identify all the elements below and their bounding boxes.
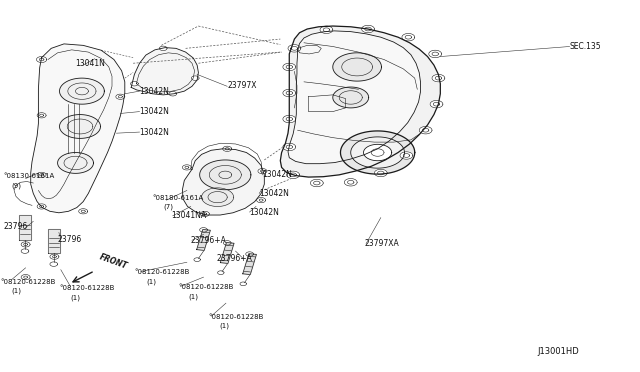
Text: 13042N: 13042N	[140, 87, 170, 96]
Polygon shape	[21, 275, 30, 280]
Polygon shape	[31, 44, 125, 213]
Polygon shape	[283, 89, 296, 97]
Polygon shape	[220, 243, 234, 263]
Polygon shape	[37, 172, 46, 177]
Polygon shape	[364, 144, 392, 161]
Polygon shape	[37, 113, 46, 118]
Polygon shape	[351, 137, 404, 168]
Text: 13042N: 13042N	[140, 107, 170, 116]
Polygon shape	[288, 31, 420, 164]
Polygon shape	[258, 169, 267, 174]
Text: 23796+A: 23796+A	[217, 254, 253, 263]
Text: 13042N: 13042N	[259, 189, 289, 198]
Text: 13041N: 13041N	[76, 59, 106, 68]
Text: (1): (1)	[70, 294, 81, 301]
Polygon shape	[196, 230, 211, 250]
Text: 13042N: 13042N	[262, 170, 292, 179]
Polygon shape	[310, 179, 323, 187]
Polygon shape	[182, 149, 264, 215]
Polygon shape	[218, 271, 224, 275]
Text: °08180-6161A: °08180-6161A	[152, 195, 204, 201]
Text: °08120-61228B: °08120-61228B	[178, 284, 234, 290]
Text: SEC.135: SEC.135	[570, 42, 601, 51]
Polygon shape	[344, 179, 357, 186]
Polygon shape	[60, 115, 100, 138]
Polygon shape	[333, 87, 369, 108]
Polygon shape	[21, 242, 30, 247]
Polygon shape	[36, 57, 47, 62]
Polygon shape	[280, 26, 440, 177]
Polygon shape	[19, 215, 31, 240]
Polygon shape	[182, 165, 191, 170]
Text: (1): (1)	[146, 278, 156, 285]
Text: 13041NA: 13041NA	[172, 211, 207, 220]
Polygon shape	[60, 78, 104, 104]
Text: (1): (1)	[12, 288, 22, 294]
Polygon shape	[402, 33, 415, 41]
Polygon shape	[200, 211, 209, 217]
Polygon shape	[283, 143, 296, 151]
Text: J13001HD: J13001HD	[538, 347, 579, 356]
Polygon shape	[200, 160, 251, 190]
Polygon shape	[79, 209, 88, 214]
Polygon shape	[283, 115, 296, 123]
Polygon shape	[430, 100, 443, 108]
Polygon shape	[159, 46, 167, 51]
Polygon shape	[194, 258, 200, 262]
Text: 23797X: 23797X	[227, 81, 257, 90]
Text: °08120-61228B: °08120-61228B	[208, 314, 264, 320]
Polygon shape	[48, 229, 60, 253]
Text: (1): (1)	[189, 293, 199, 300]
Text: 13042N: 13042N	[140, 128, 170, 137]
Polygon shape	[419, 126, 432, 134]
Polygon shape	[169, 92, 177, 96]
Text: °08120-61228B: °08120-61228B	[0, 279, 56, 285]
Polygon shape	[257, 198, 266, 203]
Polygon shape	[362, 25, 374, 33]
Text: FRONT: FRONT	[98, 252, 129, 271]
Polygon shape	[288, 45, 301, 52]
Polygon shape	[432, 74, 445, 82]
Polygon shape	[340, 131, 415, 174]
Text: °08120-61228B: °08120-61228B	[59, 285, 115, 291]
Polygon shape	[131, 48, 198, 95]
Polygon shape	[400, 152, 413, 159]
Text: °08120-61228B: °08120-61228B	[134, 269, 190, 275]
Polygon shape	[131, 81, 138, 86]
Polygon shape	[58, 153, 93, 173]
Polygon shape	[429, 50, 442, 58]
Text: (1): (1)	[220, 323, 230, 330]
Text: (9): (9)	[12, 183, 22, 189]
Polygon shape	[37, 204, 46, 209]
Polygon shape	[320, 26, 333, 33]
Polygon shape	[283, 63, 296, 71]
Text: °08130-6161A: °08130-6161A	[3, 173, 54, 179]
Text: 23796: 23796	[4, 222, 28, 231]
Polygon shape	[116, 94, 125, 99]
Text: (7): (7)	[164, 204, 174, 211]
Text: 13042N: 13042N	[250, 208, 280, 217]
Polygon shape	[223, 146, 232, 151]
Text: 23796: 23796	[58, 235, 82, 244]
Polygon shape	[240, 282, 246, 286]
Polygon shape	[202, 188, 234, 206]
Polygon shape	[191, 76, 199, 80]
Polygon shape	[287, 171, 300, 179]
Polygon shape	[333, 53, 381, 81]
Polygon shape	[50, 254, 59, 259]
Text: 23796+A: 23796+A	[191, 236, 227, 245]
Polygon shape	[374, 169, 387, 177]
Polygon shape	[243, 254, 257, 275]
Text: 23797XA: 23797XA	[365, 239, 399, 248]
